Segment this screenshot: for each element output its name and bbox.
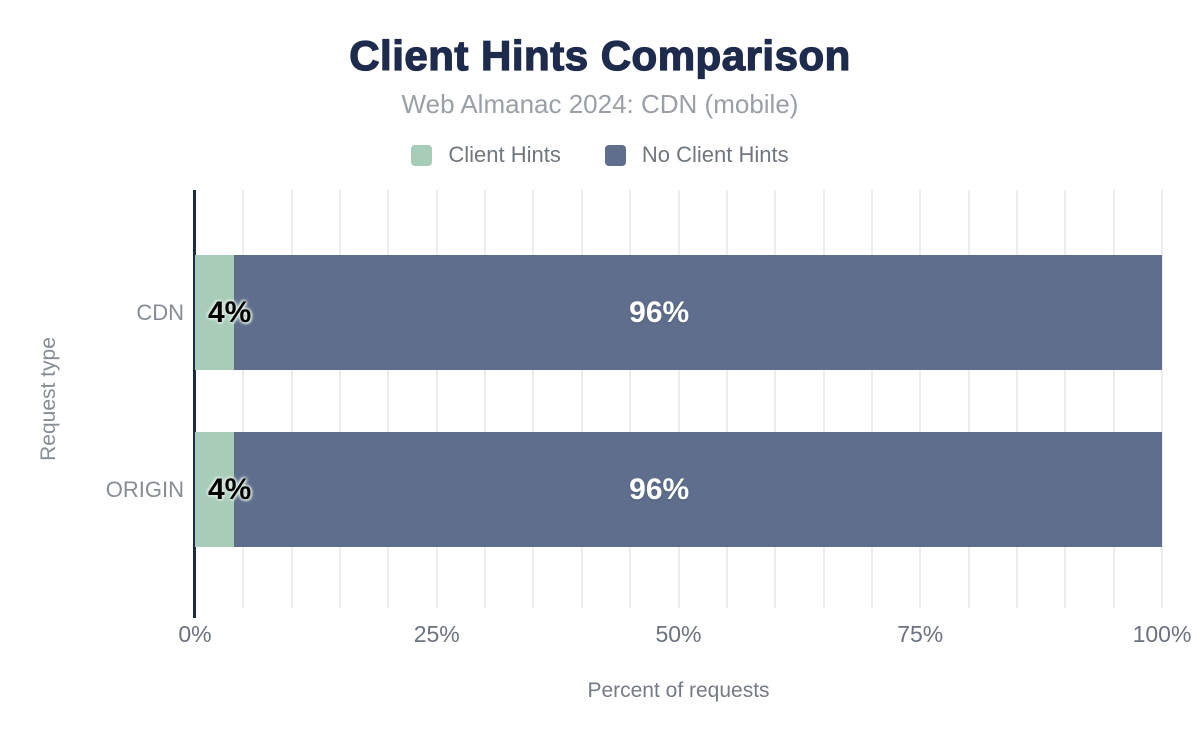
plot-area: 4% 96% 4% 96% <box>193 190 1163 618</box>
chart-title: Client Hints Comparison <box>349 31 851 79</box>
gridline-75pct <box>919 190 922 608</box>
bar-row-origin: 4% 96% <box>195 432 1162 547</box>
y-axis-title: Request type <box>37 337 60 461</box>
gridline-5pct <box>242 190 245 608</box>
bar-row-cdn: 4% 96% <box>195 255 1162 370</box>
legend-item-label: No Client Hints <box>641 142 789 167</box>
x-axis-title: Percent of requests <box>587 679 770 702</box>
legend-swatch-icon <box>604 144 626 166</box>
legend-item-no-client-hints[interactable]: No Client Hints <box>604 142 789 168</box>
legend-swatch-icon <box>411 144 433 166</box>
bar-value-label: 4% <box>208 295 252 329</box>
bar-segment-cdn-no-client-hints[interactable] <box>233 255 1162 370</box>
gridline-25pct <box>435 190 438 608</box>
legend-item-client-hints[interactable]: Client Hints <box>411 142 561 168</box>
gridline-100pct <box>1161 190 1163 608</box>
gridline-45pct <box>629 190 632 608</box>
gridline-10pct <box>290 190 293 608</box>
gridline-50pct <box>677 190 680 608</box>
chart-subtitle: Web Almanac 2024: CDN (mobile) <box>401 89 799 119</box>
gridline-60pct <box>774 190 777 608</box>
gridline-30pct <box>484 190 487 608</box>
gridline-90pct <box>1064 190 1067 608</box>
category-label-origin: ORIGIN <box>105 476 184 502</box>
x-tick-50pct: 50% <box>655 621 702 647</box>
y-axis-line <box>193 190 196 618</box>
gridline-20pct <box>387 190 390 608</box>
legend-item-label: Client Hints <box>448 142 561 167</box>
bar-segment-origin-no-client-hints[interactable] <box>233 432 1162 547</box>
gridline-35pct <box>532 190 535 608</box>
x-tick-0pct: 0% <box>178 621 212 647</box>
gridline-40pct <box>580 190 583 608</box>
gridline-55pct <box>725 190 728 608</box>
gridline-85pct <box>1015 190 1018 608</box>
bar-value-label: 96% <box>629 295 690 329</box>
gridline-15pct <box>339 190 342 608</box>
bar-value-label: 96% <box>629 472 690 506</box>
gridline-70pct <box>870 190 873 608</box>
x-tick-100pct: 100% <box>1132 621 1192 647</box>
x-tick-25pct: 25% <box>413 621 460 647</box>
x-tick-75pct: 75% <box>897 621 944 647</box>
bar-segment-cdn-client-hints[interactable] <box>195 255 234 370</box>
bar-value-label: 4% <box>208 472 252 506</box>
legend: Client Hints No Client Hints <box>0 142 1200 168</box>
bar-segment-origin-client-hints[interactable] <box>195 432 234 547</box>
gridline-80pct <box>967 190 970 608</box>
category-label-cdn: CDN <box>136 299 184 325</box>
gridline-95pct <box>1112 190 1115 608</box>
gridline-65pct <box>822 190 825 608</box>
